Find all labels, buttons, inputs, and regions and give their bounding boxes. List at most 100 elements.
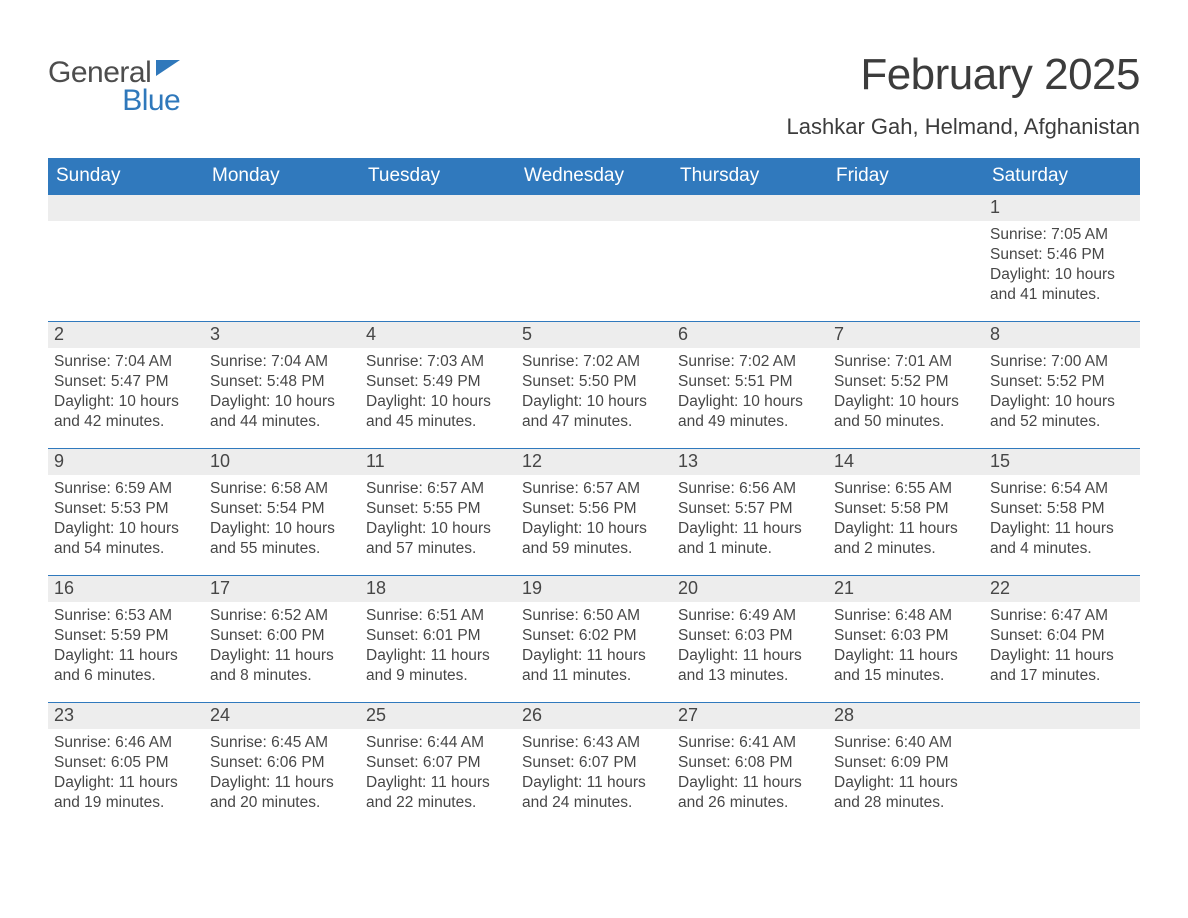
day-cell: 12Sunrise: 6:57 AMSunset: 5:56 PMDayligh… [516,449,672,575]
sunset-text: Sunset: 5:52 PM [834,372,978,392]
page-title: February 2025 [787,50,1140,100]
week-row: 1Sunrise: 7:05 AMSunset: 5:46 PMDaylight… [48,195,1140,321]
day-number: 21 [828,576,984,602]
sunset-text: Sunset: 6:06 PM [210,753,354,773]
day-body: Sunrise: 7:04 AMSunset: 5:47 PMDaylight:… [48,348,204,437]
daylight-text: Daylight: 10 hours and 52 minutes. [990,392,1134,432]
topbar: General Blue February 2025 Lashkar Gah, … [48,50,1140,140]
sunset-text: Sunset: 5:59 PM [54,626,198,646]
daylight-text: Daylight: 10 hours and 59 minutes. [522,519,666,559]
day-body: Sunrise: 7:01 AMSunset: 5:52 PMDaylight:… [828,348,984,437]
daylight-text: Daylight: 11 hours and 17 minutes. [990,646,1134,686]
day-cell: 27Sunrise: 6:41 AMSunset: 6:08 PMDayligh… [672,703,828,829]
day-number: 11 [360,449,516,475]
day-body: Sunrise: 6:40 AMSunset: 6:09 PMDaylight:… [828,729,984,818]
day-number [828,195,984,221]
sunset-text: Sunset: 6:02 PM [522,626,666,646]
day-number [360,195,516,221]
sunset-text: Sunset: 5:46 PM [990,245,1134,265]
sunrise-text: Sunrise: 6:47 AM [990,606,1134,626]
day-number: 27 [672,703,828,729]
daylight-text: Daylight: 11 hours and 6 minutes. [54,646,198,686]
weekday-header: Saturday [984,158,1140,195]
sunrise-text: Sunrise: 7:02 AM [522,352,666,372]
sunrise-text: Sunrise: 6:57 AM [366,479,510,499]
daylight-text: Daylight: 10 hours and 50 minutes. [834,392,978,432]
day-number: 6 [672,322,828,348]
day-number [516,195,672,221]
sunset-text: Sunset: 5:50 PM [522,372,666,392]
sunset-text: Sunset: 5:58 PM [834,499,978,519]
day-body: Sunrise: 6:57 AMSunset: 5:56 PMDaylight:… [516,475,672,564]
day-number: 17 [204,576,360,602]
daylight-text: Daylight: 11 hours and 1 minute. [678,519,822,559]
logo-flag-icon [154,58,182,83]
day-cell: 6Sunrise: 7:02 AMSunset: 5:51 PMDaylight… [672,322,828,448]
weekday-header: Wednesday [516,158,672,195]
sunset-text: Sunset: 5:54 PM [210,499,354,519]
sunrise-text: Sunrise: 7:04 AM [210,352,354,372]
sunrise-text: Sunrise: 6:50 AM [522,606,666,626]
sunrise-text: Sunrise: 6:44 AM [366,733,510,753]
sunset-text: Sunset: 5:51 PM [678,372,822,392]
sunset-text: Sunset: 5:47 PM [54,372,198,392]
day-cell [516,195,672,321]
logo-blue: Blue [48,86,182,116]
sunset-text: Sunset: 5:48 PM [210,372,354,392]
sunset-text: Sunset: 5:52 PM [990,372,1134,392]
day-number: 23 [48,703,204,729]
day-cell [48,195,204,321]
day-number [204,195,360,221]
week-row: 16Sunrise: 6:53 AMSunset: 5:59 PMDayligh… [48,575,1140,702]
sunrise-text: Sunrise: 6:59 AM [54,479,198,499]
daylight-text: Daylight: 10 hours and 55 minutes. [210,519,354,559]
day-cell: 24Sunrise: 6:45 AMSunset: 6:06 PMDayligh… [204,703,360,829]
daylight-text: Daylight: 11 hours and 15 minutes. [834,646,978,686]
logo: General Blue [48,50,182,116]
day-cell: 15Sunrise: 6:54 AMSunset: 5:58 PMDayligh… [984,449,1140,575]
day-body: Sunrise: 6:46 AMSunset: 6:05 PMDaylight:… [48,729,204,818]
sunrise-text: Sunrise: 6:46 AM [54,733,198,753]
daylight-text: Daylight: 10 hours and 57 minutes. [366,519,510,559]
day-number: 25 [360,703,516,729]
day-number: 7 [828,322,984,348]
day-number: 4 [360,322,516,348]
sunset-text: Sunset: 6:03 PM [678,626,822,646]
sunset-text: Sunset: 5:56 PM [522,499,666,519]
sunset-text: Sunset: 6:04 PM [990,626,1134,646]
sunrise-text: Sunrise: 7:03 AM [366,352,510,372]
day-number: 3 [204,322,360,348]
sunrise-text: Sunrise: 7:05 AM [990,225,1134,245]
daylight-text: Daylight: 10 hours and 47 minutes. [522,392,666,432]
day-body: Sunrise: 6:53 AMSunset: 5:59 PMDaylight:… [48,602,204,691]
sunset-text: Sunset: 6:00 PM [210,626,354,646]
sunset-text: Sunset: 5:49 PM [366,372,510,392]
sunrise-text: Sunrise: 6:55 AM [834,479,978,499]
day-cell: 25Sunrise: 6:44 AMSunset: 6:07 PMDayligh… [360,703,516,829]
day-body: Sunrise: 6:41 AMSunset: 6:08 PMDaylight:… [672,729,828,818]
day-body: Sunrise: 6:43 AMSunset: 6:07 PMDaylight:… [516,729,672,818]
daylight-text: Daylight: 11 hours and 19 minutes. [54,773,198,813]
sunset-text: Sunset: 6:09 PM [834,753,978,773]
day-number: 20 [672,576,828,602]
calendar: Sunday Monday Tuesday Wednesday Thursday… [48,158,1140,829]
day-number: 19 [516,576,672,602]
day-body: Sunrise: 7:00 AMSunset: 5:52 PMDaylight:… [984,348,1140,437]
sunset-text: Sunset: 6:05 PM [54,753,198,773]
weekday-header: Tuesday [360,158,516,195]
week-row: 23Sunrise: 6:46 AMSunset: 6:05 PMDayligh… [48,702,1140,829]
title-block: February 2025 Lashkar Gah, Helmand, Afgh… [787,50,1140,140]
week-row: 9Sunrise: 6:59 AMSunset: 5:53 PMDaylight… [48,448,1140,575]
sunset-text: Sunset: 5:58 PM [990,499,1134,519]
daylight-text: Daylight: 11 hours and 9 minutes. [366,646,510,686]
sunrise-text: Sunrise: 7:01 AM [834,352,978,372]
day-body: Sunrise: 6:54 AMSunset: 5:58 PMDaylight:… [984,475,1140,564]
sunrise-text: Sunrise: 6:56 AM [678,479,822,499]
day-cell: 14Sunrise: 6:55 AMSunset: 5:58 PMDayligh… [828,449,984,575]
weekday-header: Friday [828,158,984,195]
week-row: 2Sunrise: 7:04 AMSunset: 5:47 PMDaylight… [48,321,1140,448]
day-body: Sunrise: 6:50 AMSunset: 6:02 PMDaylight:… [516,602,672,691]
daylight-text: Daylight: 10 hours and 41 minutes. [990,265,1134,305]
day-cell: 23Sunrise: 6:46 AMSunset: 6:05 PMDayligh… [48,703,204,829]
sunrise-text: Sunrise: 6:54 AM [990,479,1134,499]
